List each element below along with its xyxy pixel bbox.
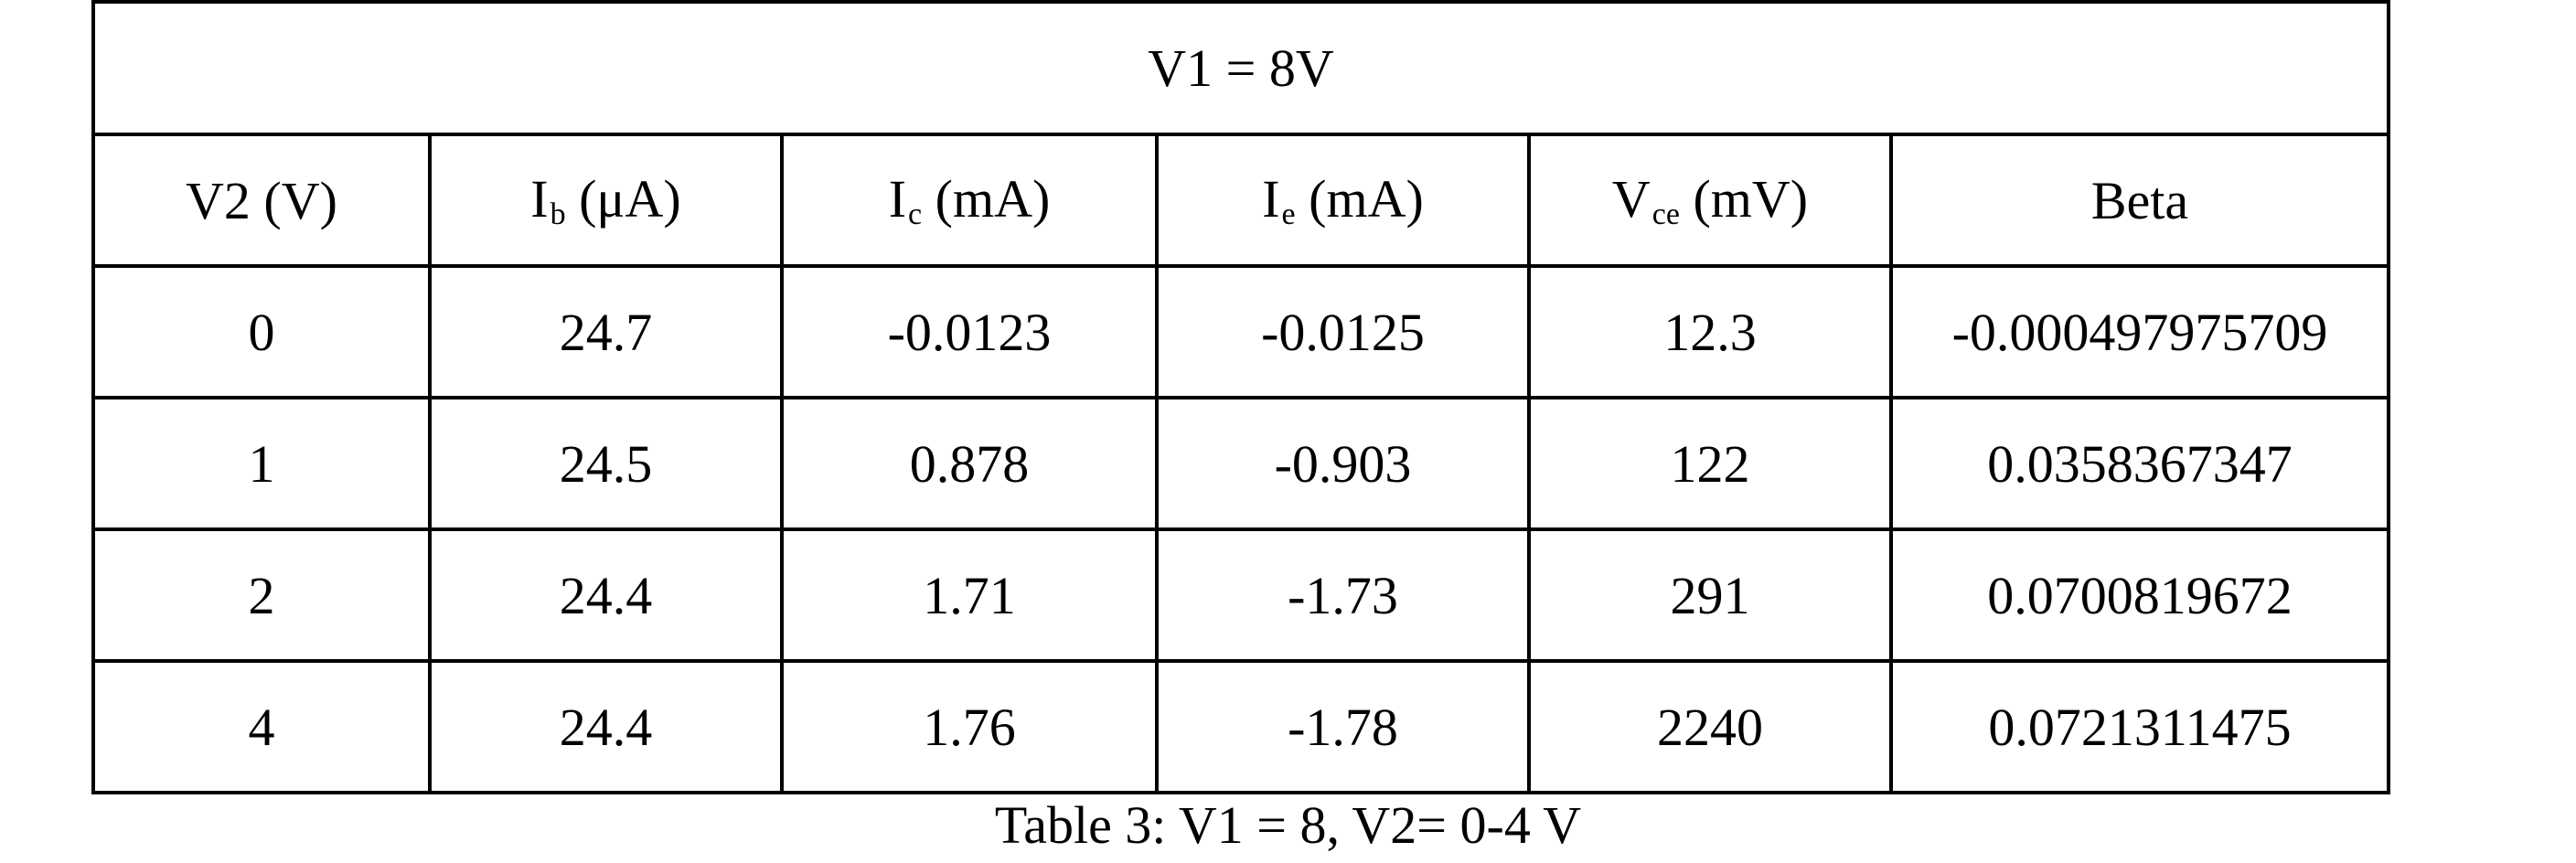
header-main: V2 (V) (186, 170, 337, 230)
header-subscript: e (1281, 197, 1296, 231)
table-cell: 0.878 (780, 396, 1159, 531)
table-cell: 2240 (1527, 659, 1893, 794)
table-cell: 24.4 (428, 527, 784, 663)
header-unit: (mV) (1679, 169, 1809, 229)
table-cell: 2 (91, 527, 432, 663)
table-cell: 0.0721311475 (1888, 659, 2391, 794)
data-table: V1 = 8V V2 (V) Ib (μA) Ic (mA) Ie (mA) V… (91, 0, 2391, 794)
table-cell: 0.0358367347 (1888, 396, 2391, 531)
table-cell: -0.0125 (1155, 264, 1531, 400)
table-cell: 122 (1527, 396, 1893, 531)
header-unit: (mA) (1295, 169, 1424, 229)
table-cell: 24.7 (428, 264, 784, 400)
table-cell: 24.5 (428, 396, 784, 531)
table-row: 0 24.7 -0.0123 -0.0125 12.3 -0.000497975… (91, 264, 2391, 400)
table-cell: 291 (1527, 527, 1893, 663)
header-cell-v2: V2 (V) (91, 133, 432, 268)
table-cell: 24.4 (428, 659, 784, 794)
table-row: 1 24.5 0.878 -0.903 122 0.0358367347 (91, 396, 2391, 531)
header-main: V (1611, 169, 1651, 229)
table-cell: 4 (91, 659, 432, 794)
header-cell-ie: Ie (mA) (1155, 133, 1531, 268)
table-header-row: V2 (V) Ib (μA) Ic (mA) Ie (mA) Vce (mV) … (91, 133, 2391, 268)
table-title: V1 = 8V (91, 0, 2391, 136)
table-cell: -1.78 (1155, 659, 1531, 794)
header-main: I (888, 169, 907, 229)
table-cell: 1.71 (780, 527, 1159, 663)
header-unit: (mA) (922, 169, 1051, 229)
header-cell-beta: Beta (1888, 133, 2391, 268)
table-cell: -0.0123 (780, 264, 1159, 400)
table-cell: 12.3 (1527, 264, 1893, 400)
header-cell-ic: Ic (mA) (780, 133, 1159, 268)
table-cell: -0.903 (1155, 396, 1531, 531)
header-cell-ib: Ib (μA) (428, 133, 784, 268)
table-title-row: V1 = 8V (91, 0, 2391, 136)
header-unit: (μA) (565, 169, 681, 229)
table-row: 2 24.4 1.71 -1.73 291 0.0700819672 (91, 527, 2391, 663)
table-cell: -0.000497975709 (1888, 264, 2391, 400)
header-main: I (1262, 169, 1280, 229)
table-row: 4 24.4 1.76 -1.78 2240 0.0721311475 (91, 659, 2391, 794)
header-subscript: c (908, 197, 923, 231)
table-cell: 1 (91, 396, 432, 531)
table-cell: 0.0700819672 (1888, 527, 2391, 663)
table-cell: 1.76 (780, 659, 1159, 794)
table-cell: 0 (91, 264, 432, 400)
header-subscript: ce (1651, 197, 1680, 231)
header-cell-vce: Vce (mV) (1527, 133, 1893, 268)
header-main: I (530, 169, 549, 229)
table-caption: Table 3: V1 = 8, V2= 0-4 V (994, 795, 1582, 855)
header-subscript: b (550, 197, 566, 231)
header-main: Beta (2090, 170, 2189, 230)
table-cell: -1.73 (1155, 527, 1531, 663)
